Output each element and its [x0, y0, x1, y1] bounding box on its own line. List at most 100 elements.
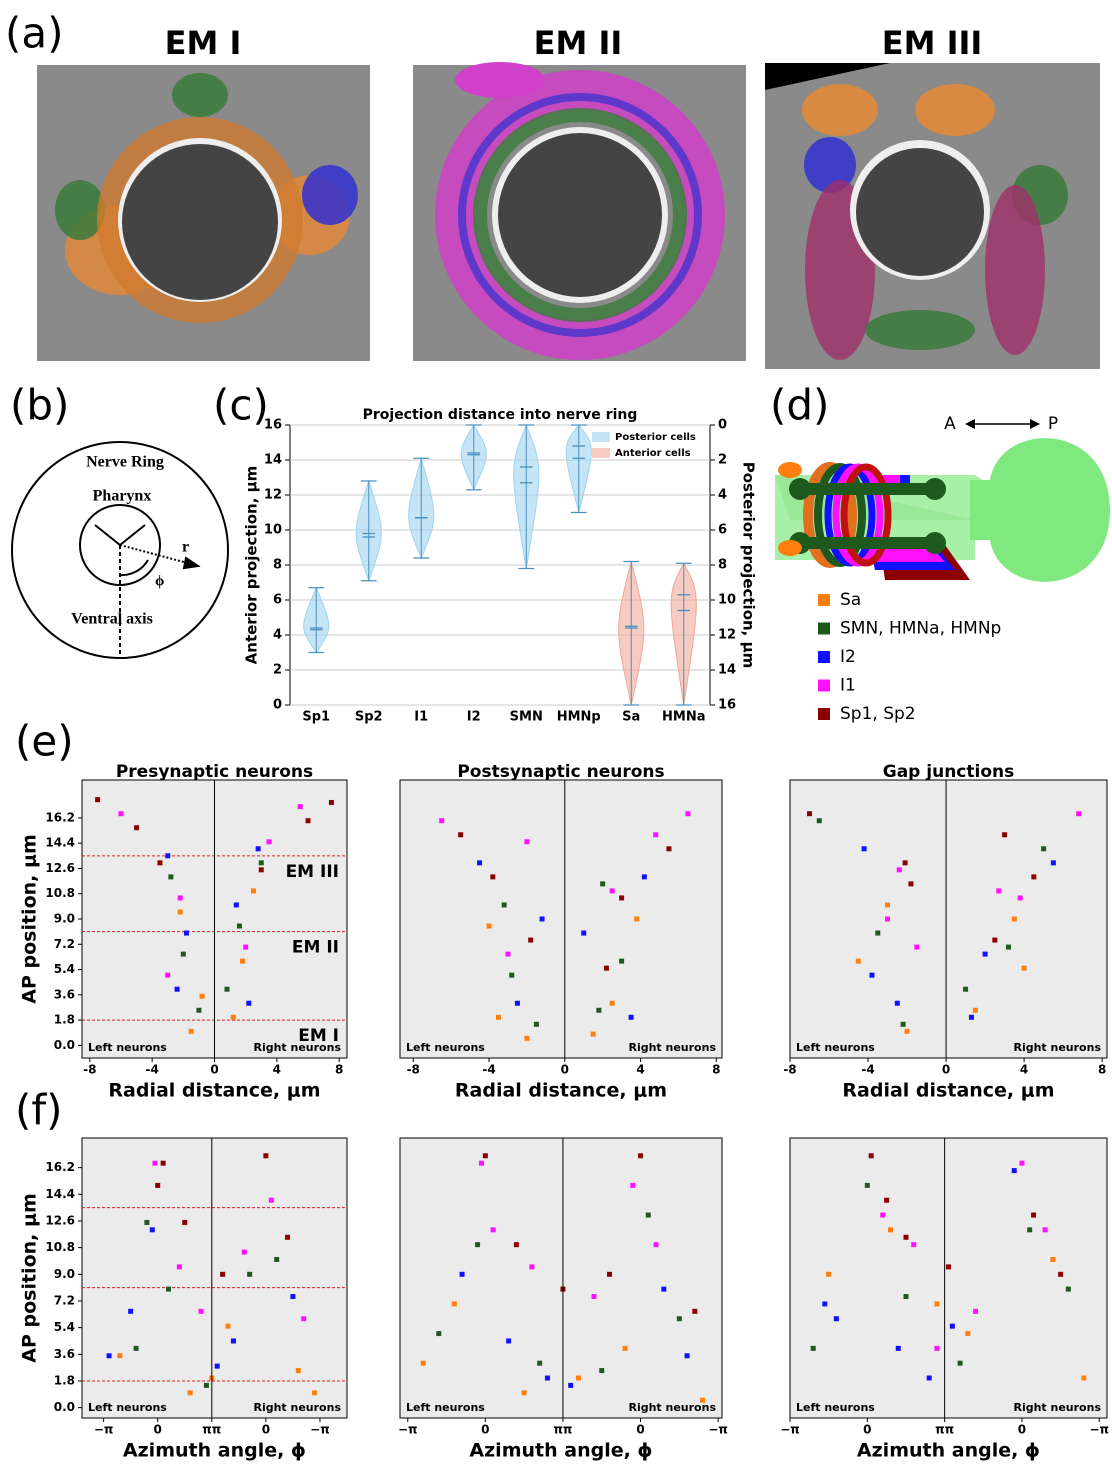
- y2-tick-label: 12: [718, 628, 736, 643]
- y2-tick-label: 8: [718, 558, 727, 573]
- point: [149, 1227, 155, 1233]
- x-tick-label: 0: [154, 1423, 162, 1437]
- plot-area: [789, 779, 1108, 1059]
- em-title: EM III: [882, 24, 983, 62]
- point: [537, 1360, 543, 1366]
- point: [634, 916, 640, 922]
- legend-label: I1: [840, 676, 856, 696]
- point: [544, 1375, 550, 1381]
- point: [243, 944, 249, 950]
- plot-area: [399, 779, 723, 1059]
- point: [816, 818, 822, 824]
- point: [1042, 1227, 1048, 1233]
- plot-area: [399, 1137, 723, 1419]
- point: [965, 1331, 971, 1337]
- x-tick-label: −π: [780, 1423, 800, 1437]
- y2-tick-label: 2: [718, 453, 727, 468]
- x-axis-label: Radial distance, μm: [842, 1080, 1054, 1102]
- point: [165, 853, 171, 859]
- point: [177, 895, 183, 901]
- point: [661, 1286, 667, 1292]
- point: [236, 923, 242, 929]
- point: [152, 1160, 158, 1166]
- point: [619, 958, 625, 964]
- y-tick-label: 4: [273, 628, 282, 643]
- x-axis-label: Radial distance, μm: [455, 1080, 667, 1102]
- panel-label: (e): [15, 717, 74, 766]
- point: [506, 1338, 512, 1344]
- point: [312, 1390, 318, 1396]
- x-tick-label: 0: [561, 1063, 569, 1077]
- point: [258, 867, 264, 873]
- plot-area: [789, 1137, 1108, 1419]
- x-tick-label: HMNp: [557, 710, 601, 725]
- point: [810, 1345, 816, 1351]
- point: [528, 937, 534, 943]
- reference-label: EM I: [298, 1026, 339, 1046]
- point: [855, 958, 861, 964]
- y2-tick-label: 4: [718, 488, 727, 503]
- x-tick-label: 0: [942, 1063, 950, 1077]
- y2-tick-label: 6: [718, 523, 727, 538]
- point: [133, 1345, 139, 1351]
- x-axis-label: Azimuth angle, ϕ: [469, 1440, 652, 1462]
- point: [1050, 860, 1056, 866]
- x-tick-label: −π: [310, 1423, 330, 1437]
- point: [230, 1338, 236, 1344]
- y-tick-label: 7.2: [54, 1293, 75, 1307]
- diagram-label: Ventral axis: [71, 611, 153, 628]
- point: [274, 1256, 280, 1262]
- plot-area: [81, 1137, 348, 1419]
- x-tick-label: Sp1: [302, 710, 330, 725]
- point: [653, 832, 659, 838]
- y-axis-label: AP position, μm: [19, 1193, 41, 1363]
- point: [590, 1031, 596, 1037]
- panel-label: (a): [5, 9, 64, 58]
- diagram-label: r: [182, 539, 189, 556]
- point: [869, 972, 875, 978]
- point: [328, 799, 334, 805]
- x-tick-label: Sp2: [355, 710, 383, 725]
- y-tick-label: 14: [264, 453, 282, 468]
- point: [268, 1197, 274, 1203]
- y-tick-label: 0.0: [54, 1400, 75, 1414]
- point: [203, 1382, 209, 1388]
- chart-title: Projection distance into nerve ring: [363, 407, 638, 423]
- point: [622, 1345, 628, 1351]
- point: [247, 1271, 253, 1277]
- y-tick-label: 9.0: [54, 1267, 75, 1281]
- x-tick-label: 8: [1098, 1063, 1106, 1077]
- x-tick-label: -8: [407, 1063, 420, 1077]
- point: [509, 972, 515, 978]
- point: [495, 1014, 501, 1020]
- reference-label: EM III: [286, 862, 339, 882]
- side-label: Left neurons: [406, 1041, 485, 1054]
- point: [513, 1242, 519, 1248]
- point: [477, 860, 483, 866]
- legend-swatch: [818, 708, 830, 720]
- point: [214, 1363, 220, 1369]
- point: [864, 1182, 870, 1188]
- legend-label: I2: [840, 647, 856, 667]
- point: [1021, 965, 1027, 971]
- point: [95, 797, 101, 803]
- panel-label: (c): [213, 381, 269, 430]
- point: [188, 1028, 194, 1034]
- point: [807, 811, 813, 817]
- y-tick-label: 12: [264, 488, 282, 503]
- point: [666, 846, 672, 852]
- point: [165, 972, 171, 978]
- em-title: EM II: [534, 24, 623, 62]
- x-tick-label: 8: [335, 1063, 343, 1077]
- y-tick-label: 16.2: [45, 1160, 75, 1174]
- point: [198, 1308, 204, 1314]
- y-tick-label: 10: [264, 523, 282, 538]
- point: [946, 1264, 951, 1270]
- point: [301, 1316, 307, 1322]
- x-tick-label: -4: [861, 1063, 874, 1077]
- point: [486, 923, 492, 929]
- side-label: Right neurons: [1013, 1041, 1101, 1054]
- x-tick-label: −π: [708, 1423, 728, 1437]
- point: [255, 846, 261, 852]
